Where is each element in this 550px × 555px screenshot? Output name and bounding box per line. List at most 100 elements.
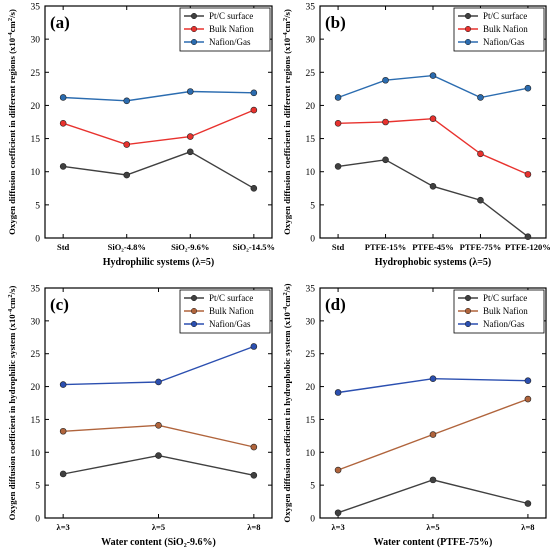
data-point bbox=[123, 97, 131, 105]
data-point bbox=[59, 381, 67, 388]
x-axis-title: Water content (SiO₂-9.6%) bbox=[101, 537, 216, 548]
y-tick-label: 25 bbox=[306, 69, 316, 79]
y-tick-label: 25 bbox=[31, 350, 41, 360]
y-tick-label: 0 bbox=[35, 515, 40, 525]
data-point bbox=[59, 470, 67, 478]
series-line-1 bbox=[62, 109, 255, 146]
data-point bbox=[429, 375, 437, 382]
data-point bbox=[429, 431, 437, 438]
panel-label: (a) bbox=[50, 13, 70, 32]
legend-swatch-marker bbox=[464, 307, 472, 315]
data-point bbox=[334, 509, 342, 517]
x-axis-title: Hydrophobic systems (λ=5) bbox=[375, 257, 492, 268]
y-axis-title-sup1: -4 bbox=[7, 32, 14, 38]
y-tick-label: 35 bbox=[31, 3, 41, 13]
legend-swatch-marker bbox=[190, 294, 198, 302]
data-point bbox=[524, 500, 532, 507]
y-tick-label: 10 bbox=[31, 168, 41, 178]
data-point bbox=[477, 94, 484, 101]
x-axis-title: Water content (PTFE-75%) bbox=[374, 537, 493, 548]
legend-swatch-marker bbox=[464, 320, 472, 328]
data-point bbox=[382, 76, 389, 84]
data-point bbox=[334, 120, 342, 127]
y-tick-label: 0 bbox=[310, 515, 315, 525]
data-point bbox=[59, 163, 67, 170]
legend-swatch-marker bbox=[464, 38, 472, 46]
x-tick-label: Std bbox=[57, 242, 70, 252]
data-point bbox=[429, 476, 437, 484]
legend: Pt/C surface Bulk Nafion Nafion/Gas bbox=[453, 289, 545, 334]
y-axis-title: Oxygen diffusion coefficient in differen… bbox=[7, 9, 17, 235]
y-tick-label: 20 bbox=[31, 102, 41, 112]
data-point bbox=[524, 84, 532, 92]
series-line-2 bbox=[63, 90, 254, 102]
y-axis-title-tail: /s) bbox=[7, 286, 17, 296]
y-tick-label: 30 bbox=[31, 317, 41, 327]
y-axis-title-sup1: -4 bbox=[282, 306, 289, 312]
y-tick-label: 35 bbox=[306, 285, 316, 295]
data-point bbox=[334, 466, 342, 474]
x-tick-label: λ=8 bbox=[521, 522, 534, 532]
y-axis-title-unit: cm bbox=[282, 20, 292, 32]
y-tick-label: 35 bbox=[306, 3, 316, 13]
y-tick-label: 30 bbox=[31, 36, 41, 46]
legend-entry-label: Pt/C surface bbox=[209, 11, 253, 21]
data-point bbox=[186, 133, 194, 140]
data-point bbox=[186, 148, 194, 156]
data-point bbox=[429, 72, 437, 79]
y-tick-label: 15 bbox=[306, 135, 316, 145]
data-point bbox=[524, 171, 532, 178]
data-point bbox=[334, 389, 342, 396]
data-point bbox=[524, 377, 532, 384]
data-point bbox=[250, 184, 258, 192]
chart-panel-b: 0 5 10 15 20 25 30 35 Std PTFE-15% PTFE-45% PTFE-75… bbox=[282, 3, 550, 269]
data-point bbox=[186, 88, 194, 95]
y-tick-label: 5 bbox=[310, 482, 315, 492]
y-axis-title: Oxygen diffusion coefficient in differen… bbox=[282, 9, 292, 235]
legend-swatch-marker bbox=[464, 25, 472, 33]
data-point bbox=[123, 171, 131, 179]
y-tick-label: 10 bbox=[306, 449, 316, 459]
y-axis-title-sup2: 2 bbox=[282, 292, 289, 295]
data-point bbox=[477, 150, 484, 158]
y-tick-label: 30 bbox=[306, 36, 316, 46]
x-tick-label: Std bbox=[332, 242, 345, 252]
x-tick-label: SiO₂-4.8% bbox=[108, 242, 146, 252]
data-point bbox=[155, 422, 162, 429]
legend: Pt/C surface Bulk Nafion Nafion/Gas bbox=[179, 7, 271, 52]
series-line-0 bbox=[63, 151, 255, 189]
legend-entry-label: Bulk Nafion bbox=[209, 306, 254, 316]
y-axis-title-main: Oxygen diffusion coefficient in differen… bbox=[7, 37, 17, 235]
x-tick-label: λ=5 bbox=[426, 522, 439, 532]
legend-swatch-marker bbox=[190, 25, 198, 33]
y-axis-title-tail: /s) bbox=[282, 283, 292, 293]
legend-swatch-marker bbox=[464, 12, 472, 20]
panel-label: (b) bbox=[325, 13, 346, 32]
series-line-0 bbox=[338, 159, 529, 238]
plot-frame bbox=[44, 5, 273, 239]
data-point bbox=[250, 443, 258, 451]
y-axis-title-main: Oxygen diffusion coefficient in differen… bbox=[282, 37, 292, 235]
data-point bbox=[250, 343, 258, 350]
legend-entry-label: Bulk Nafion bbox=[209, 24, 254, 34]
y-axis-title-sup2: 2 bbox=[7, 294, 14, 297]
x-tick-label: λ=5 bbox=[152, 522, 165, 532]
y-tick-label: 5 bbox=[35, 201, 40, 211]
legend-swatch-marker bbox=[190, 307, 198, 315]
y-axis-title-unit: cm bbox=[282, 295, 292, 307]
y-axis-title-tail: /s) bbox=[282, 9, 292, 19]
data-point bbox=[382, 156, 389, 164]
data-point bbox=[59, 120, 67, 127]
y-axis-title-sup1: -4 bbox=[7, 308, 14, 314]
legend-entry-label: Pt/C surface bbox=[483, 11, 527, 21]
legend-swatch-marker bbox=[190, 38, 198, 46]
y-tick-label: 10 bbox=[31, 449, 41, 459]
x-tick-label: SiO₂-9.6% bbox=[171, 242, 209, 252]
y-axis-title: Oxygen diffusion coefficient in hydrophi… bbox=[7, 286, 17, 521]
y-tick-label: 20 bbox=[306, 383, 316, 393]
data-point bbox=[59, 427, 67, 435]
y-tick-label: 25 bbox=[306, 350, 316, 360]
y-tick-label: 0 bbox=[35, 235, 40, 245]
data-point bbox=[524, 395, 532, 403]
y-axis-title-main: Oxygen diffusion coefficient in hydrophi… bbox=[7, 314, 17, 521]
